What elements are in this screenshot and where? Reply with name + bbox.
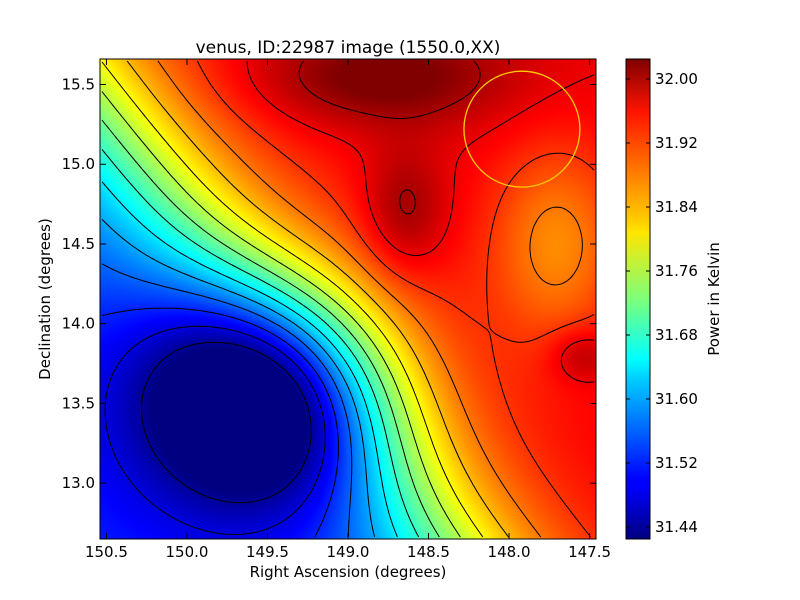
y-axis-label: Declination (degrees)	[36, 218, 54, 380]
x-tick-label: 147.5	[568, 543, 611, 561]
contour-lines	[101, 60, 595, 538]
colorbar-tick-label: 31.92	[655, 134, 698, 152]
contour-line	[101, 119, 440, 538]
contour-line	[101, 307, 339, 538]
x-tick-label: 149.0	[327, 543, 370, 561]
x-tick-label: 149.5	[246, 543, 289, 561]
contour-line	[104, 325, 326, 535]
x-tick-label: 148.0	[488, 543, 531, 561]
y-tick-label: 13.0	[62, 474, 95, 492]
contour-line	[157, 60, 583, 538]
colorbar-tick-label: 31.52	[655, 454, 698, 472]
colorbar-label: Power in Kelvin	[705, 242, 723, 356]
y-tick-label: 14.5	[62, 235, 95, 253]
contour-line	[101, 91, 461, 538]
x-axis-label: Right Ascension (degrees)	[250, 563, 447, 581]
contour-line	[126, 60, 509, 538]
contour-line	[101, 263, 353, 537]
contour-line	[196, 60, 595, 538]
x-axis: 150.5 150.0 149.5 149.0 148.5 148.0 147.5	[85, 59, 611, 561]
colorbar-gradient	[625, 58, 651, 540]
colorbar-tick-label: 31.76	[655, 262, 698, 280]
x-tick-label: 150.5	[85, 543, 128, 561]
contour-line	[246, 60, 595, 383]
x-tick-label: 150.0	[165, 543, 208, 561]
contour-line	[141, 341, 312, 504]
y-tick-label: 14.0	[62, 315, 95, 333]
contour-line	[101, 218, 376, 538]
colorbar-tick-label: 32.00	[655, 70, 698, 88]
colorbar-tick-label: 31.60	[655, 390, 698, 408]
y-tick-label: 15.0	[62, 155, 95, 173]
beam-circle	[463, 70, 581, 188]
contour-line	[101, 149, 420, 538]
heatmap-image	[100, 59, 596, 539]
y-tick-label: 13.5	[62, 394, 95, 412]
colorbar-ticks: 31.44 31.52 31.60 31.68 31.76 31.84 31.92 32.00	[626, 70, 698, 536]
colorbar: 31.44 31.52 31.60 31.68 31.76 31.84 31.92 32.00…	[625, 58, 723, 540]
colorbar-tick-label: 31.84	[655, 198, 698, 216]
chart-title: venus, ID:22987 image (1550.0,XX)	[196, 38, 501, 58]
colorbar-tick-label: 31.68	[655, 326, 698, 344]
colorbar-tick-label: 31.44	[655, 518, 698, 536]
contour-line	[101, 181, 398, 538]
x-tick-label: 148.5	[407, 543, 450, 561]
plot-area	[99, 58, 597, 540]
y-axis: 13.0 13.5 14.0 14.5 15.0 15.5	[62, 76, 596, 492]
contour-line	[101, 61, 484, 538]
contour-line	[298, 60, 481, 215]
y-tick-label: 15.5	[62, 76, 95, 94]
